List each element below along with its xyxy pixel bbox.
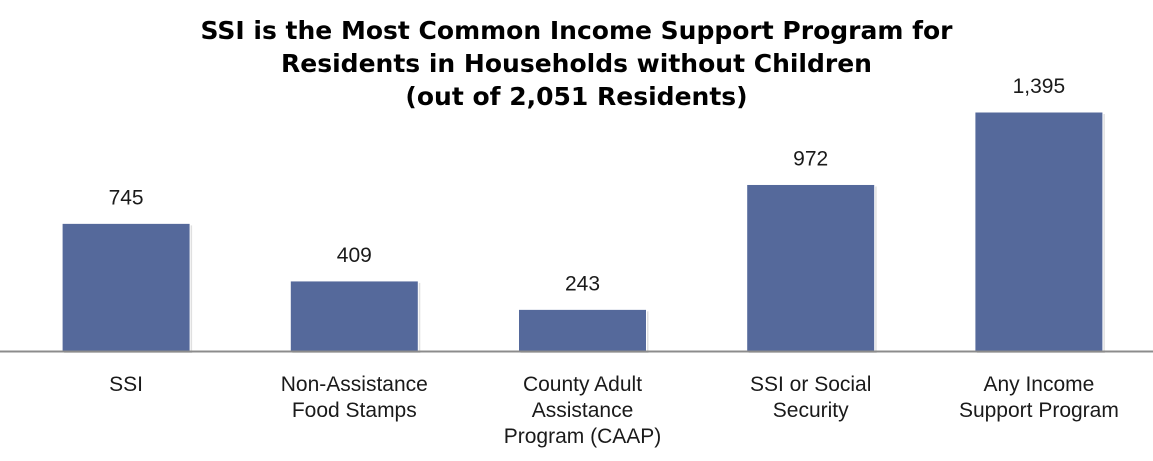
bar-value-label: 1,395 (1013, 75, 1066, 98)
bar-value-label: 243 (565, 272, 600, 295)
bar-4 (746, 183, 876, 352)
chart-title-line-3: (out of 2,051 Residents) (405, 82, 748, 111)
chart-title: SSI is the Most Common Income Support Pr… (0, 14, 1153, 113)
bar-1 (61, 222, 191, 352)
bar-value-label: 745 (109, 186, 144, 209)
category-label: SSI (109, 373, 143, 396)
bar-5 (974, 111, 1104, 352)
bar-value-label: 409 (337, 244, 372, 267)
bar-2 (289, 280, 419, 352)
chart-title-line-1: SSI is the Most Common Income Support Pr… (200, 16, 953, 45)
category-label: County Adult Assistance Program (CAAP) (504, 373, 662, 448)
chart-title-line-2: Residents in Households without Children (281, 49, 872, 78)
category-label: SSI or Social Security (750, 373, 871, 422)
category-label: Non-Assistance Food Stamps (281, 373, 428, 422)
bar-value-label: 972 (793, 147, 828, 170)
category-label: Any Income Support Program (959, 373, 1119, 422)
bar-3 (518, 308, 647, 352)
